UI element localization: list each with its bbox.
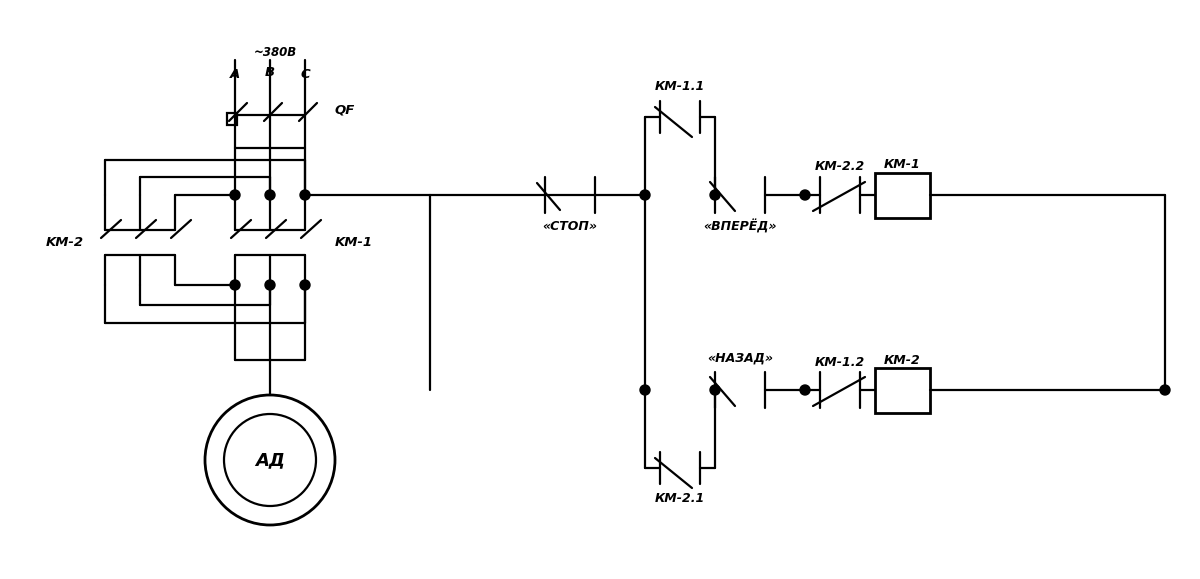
- Circle shape: [710, 190, 720, 200]
- Text: KM-2: KM-2: [46, 236, 84, 248]
- Circle shape: [640, 190, 650, 200]
- Circle shape: [300, 280, 310, 290]
- Text: КМ-1: КМ-1: [884, 159, 920, 171]
- Text: КМ-2.1: КМ-2.1: [655, 492, 706, 504]
- Text: B: B: [265, 65, 275, 79]
- Circle shape: [300, 190, 310, 200]
- Circle shape: [265, 190, 275, 200]
- Text: АД: АД: [256, 451, 284, 469]
- Circle shape: [230, 280, 240, 290]
- Circle shape: [710, 385, 720, 395]
- Text: КМ-1.2: КМ-1.2: [815, 356, 865, 368]
- Bar: [227, 113, 238, 125]
- Text: KM-1: KM-1: [335, 236, 373, 248]
- Text: КМ-2: КМ-2: [884, 354, 920, 367]
- Circle shape: [800, 385, 810, 395]
- Text: КМ-2.2: КМ-2.2: [815, 160, 865, 174]
- Bar: [875, 368, 930, 412]
- Circle shape: [230, 190, 240, 200]
- Text: «ВПЕРЁД»: «ВПЕРЁД»: [703, 220, 776, 234]
- Text: «СТОП»: «СТОП»: [542, 221, 598, 233]
- Text: A: A: [230, 68, 240, 82]
- Text: ~380B: ~380B: [253, 46, 296, 58]
- Text: «НАЗАД»: «НАЗАД»: [707, 351, 773, 365]
- Circle shape: [265, 280, 275, 290]
- Circle shape: [640, 385, 650, 395]
- Text: C: C: [300, 68, 310, 82]
- Text: QF: QF: [335, 104, 355, 116]
- Circle shape: [1160, 385, 1170, 395]
- Circle shape: [800, 190, 810, 200]
- Bar: [875, 173, 930, 218]
- Text: КМ-1.1: КМ-1.1: [655, 80, 706, 93]
